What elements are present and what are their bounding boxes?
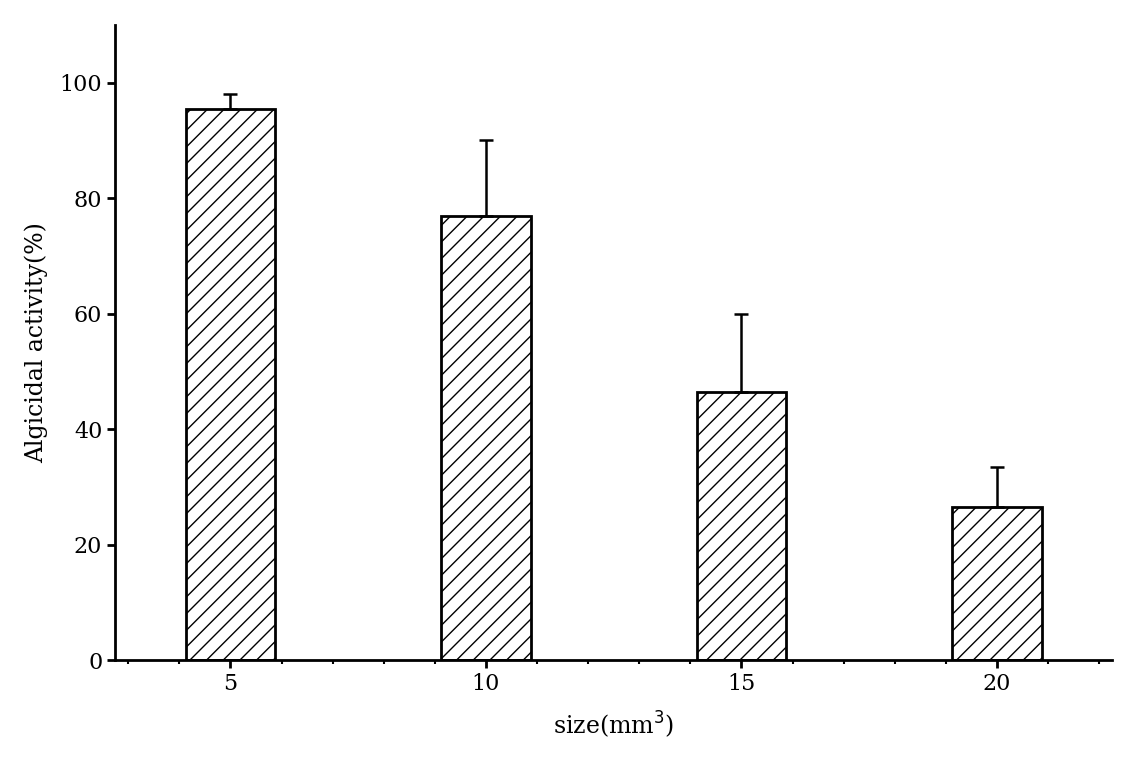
X-axis label: size(mm$^3$): size(mm$^3$) bbox=[554, 709, 674, 740]
Bar bbox=[185, 109, 275, 660]
Bar bbox=[441, 216, 531, 660]
Y-axis label: Algicidal activity(%): Algicidal activity(%) bbox=[25, 222, 49, 463]
Bar bbox=[697, 392, 786, 660]
Bar bbox=[953, 507, 1041, 660]
